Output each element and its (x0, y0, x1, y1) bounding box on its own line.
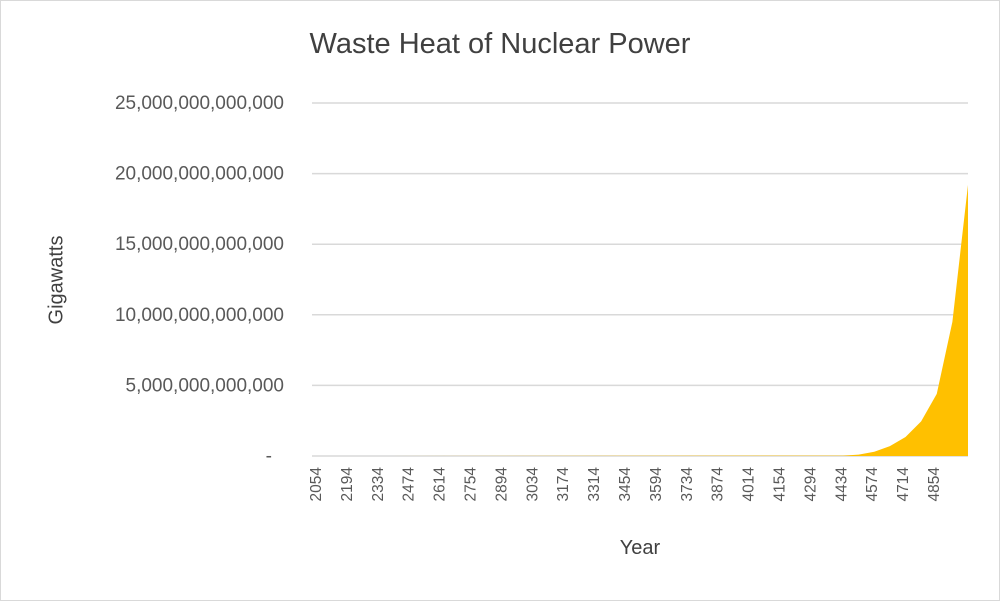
x-tick-label: 2194 (339, 467, 356, 502)
x-tick-label: 4574 (864, 467, 881, 502)
x-tick-label: 3454 (617, 467, 634, 502)
y-tick-label: 15,000,000,000,000 (115, 234, 284, 255)
area-series-fill (312, 184, 968, 456)
x-tick-label: 3174 (555, 467, 572, 502)
x-tick-label: 2334 (370, 467, 387, 502)
x-tick-labels: 2054 2194 2334 2474 2614 2754 2894 3034 3174 3314… (308, 467, 943, 502)
gridlines (312, 102, 968, 457)
x-tick-label: 3034 (524, 467, 541, 502)
x-tick-label: 2614 (432, 467, 449, 502)
x-tick-label: 3314 (586, 467, 603, 502)
x-tick-label: 3874 (710, 467, 727, 502)
area-series (312, 184, 968, 456)
x-tick-label: 2054 (308, 467, 325, 502)
chart-title: Waste Heat of Nuclear Power (309, 28, 691, 60)
x-tick-label: 4714 (895, 467, 912, 502)
x-tick-label: 3734 (679, 467, 696, 502)
x-tick-label: 4014 (741, 467, 758, 502)
y-tick-label: 20,000,000,000,000 (115, 164, 284, 185)
x-tick-label: 4294 (802, 467, 819, 502)
x-tick-label: 4154 (772, 467, 789, 502)
x-tick-label: 2894 (493, 467, 510, 502)
y-tick-label: - (266, 446, 272, 467)
x-axis-title: Year (619, 537, 661, 559)
y-tick-label: 10,000,000,000,000 (115, 305, 284, 326)
x-tick-label: 3594 (648, 467, 665, 502)
y-tick-label: 25,000,000,000,000 (115, 93, 284, 114)
x-tick-label: 4854 (926, 467, 943, 502)
x-tick-label: 2474 (401, 467, 418, 502)
x-tick-label: 2754 (463, 467, 480, 502)
y-tick-labels: - 5,000,000,000,000 10,000,000,000,000 15,0… (115, 93, 284, 467)
y-tick-label: 5,000,000,000,000 (126, 375, 285, 396)
x-tick-label: 4434 (833, 467, 850, 502)
